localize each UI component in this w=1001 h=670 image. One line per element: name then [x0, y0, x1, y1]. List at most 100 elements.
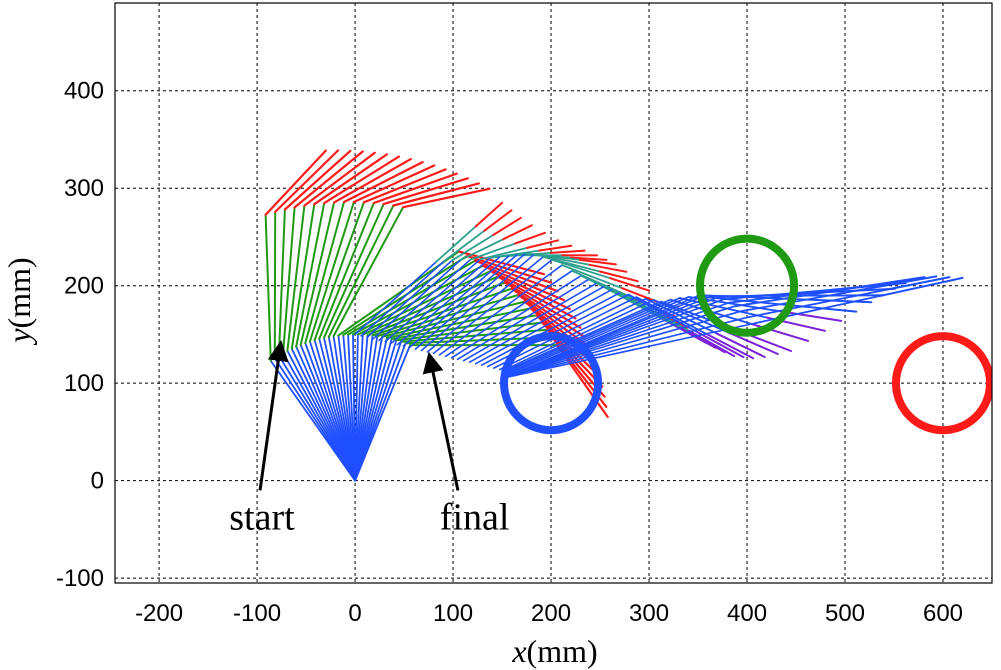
sweep-link-1	[360, 260, 445, 337]
sweep-link-2	[678, 297, 768, 319]
sweep-link-3	[474, 201, 504, 228]
sweep-link-2	[551, 258, 612, 280]
sweep-link-1	[480, 291, 622, 366]
sweep-link-1	[432, 258, 553, 355]
annotation-label: final	[440, 496, 510, 538]
arm-link-3	[465, 254, 553, 284]
annotation-arrow	[422, 351, 460, 491]
x-tick-label: -100	[233, 600, 281, 627]
arm-link-2	[327, 204, 395, 338]
arm-link-2	[277, 208, 286, 357]
sweep-link-2	[442, 229, 486, 263]
x-tick-label: -200	[135, 600, 183, 627]
sweep-link-3	[538, 244, 573, 252]
target-circle	[891, 332, 992, 435]
arm-link-3	[402, 187, 491, 209]
sweep-link-1	[402, 254, 511, 347]
sweep-link-1	[501, 297, 681, 377]
sweep-link-2	[739, 289, 859, 313]
sweep-link-1	[501, 322, 757, 380]
sweep-link-2	[459, 238, 505, 262]
sweep-link-2	[723, 288, 834, 301]
arm-link-2	[361, 275, 499, 336]
sweep-link-1	[390, 257, 492, 345]
y-tick-label: 400	[64, 78, 104, 105]
sweep-link-1	[414, 252, 527, 350]
sweep-link-1	[372, 259, 462, 340]
sweep-link-1	[501, 298, 725, 380]
sweep-link-1	[501, 296, 690, 378]
arm-link-3	[372, 172, 458, 205]
sweep-link-3	[803, 298, 873, 304]
sweep-link-3	[696, 331, 745, 359]
arm-link-2	[313, 201, 365, 342]
sweep-link-3	[526, 239, 560, 249]
arm-link-3	[274, 149, 340, 213]
sweep-link-2	[561, 264, 623, 290]
sweep-link-3	[598, 270, 639, 283]
x-tick-label: 0	[348, 600, 361, 627]
sweep-link-1	[438, 264, 563, 356]
y-tick-label: 0	[91, 468, 104, 495]
sweep-link-1	[366, 259, 453, 339]
arm-link-2	[282, 206, 296, 355]
sweep-link-2	[434, 225, 477, 264]
sweep-link-1	[384, 258, 482, 343]
annotations: start final	[229, 340, 510, 538]
target-circle	[695, 234, 799, 337]
sweep-link-3	[847, 276, 926, 290]
y-axis-title: y(mm)	[1, 257, 37, 345]
sweep-link-1	[396, 255, 502, 346]
sweep-link-2	[747, 292, 870, 319]
x-tick-label: 200	[531, 600, 571, 627]
y-tick-label: 300	[64, 175, 104, 202]
data-layer	[264, 149, 992, 482]
sweep-link-2	[450, 234, 495, 262]
sweep-link-3	[578, 258, 617, 266]
sweep-link-1	[492, 296, 638, 369]
sweep-link-1	[501, 316, 749, 380]
arm-link-2	[356, 270, 492, 336]
sweep-link-3	[514, 231, 546, 245]
x-tick-label: 400	[727, 600, 767, 627]
arm-link-3	[489, 270, 572, 311]
arm-link-2	[295, 202, 326, 348]
x-tick-label: 300	[629, 600, 669, 627]
arm-link-2	[318, 202, 375, 340]
sweep-link-1	[501, 298, 672, 375]
sweep-link-1	[354, 261, 437, 336]
sweep-link-3	[570, 256, 608, 261]
sweep-link-3	[549, 249, 586, 254]
sweep-link-3	[705, 332, 755, 360]
x-tick-label: 100	[433, 600, 473, 627]
sweep-link-1	[501, 305, 736, 380]
sweep-link-1	[426, 256, 544, 353]
sweep-link-1	[501, 310, 742, 380]
sweep-link-2	[469, 242, 517, 261]
y-tick-label: 100	[64, 370, 104, 397]
x-axis-unit: (mm)	[527, 633, 598, 669]
tick-labels: -200 -100 0 100 200 300 400 500 600 -100 0 100 200 30…	[56, 78, 963, 627]
arm-link-3	[392, 182, 480, 207]
sweep-link-1	[501, 299, 655, 372]
target-circle	[500, 332, 603, 435]
arm-link-3	[362, 168, 447, 204]
arm-link-3	[264, 149, 327, 216]
arm-link-3	[323, 155, 400, 205]
arm-link-3	[352, 164, 436, 204]
sweep-link-2	[479, 246, 528, 261]
sweep-link-1	[501, 300, 662, 374]
sweep-link-1	[474, 288, 614, 365]
sweep-link-1	[501, 301, 731, 380]
sweep-link-3	[502, 224, 533, 241]
sweep-link-1	[444, 269, 573, 358]
sweep-link-3	[867, 276, 951, 295]
arm-link-2	[323, 203, 385, 339]
annotation-arrow	[258, 340, 289, 491]
sweep-link-3	[716, 332, 766, 358]
arm-link-3	[303, 151, 376, 207]
sweep-link-1	[450, 274, 582, 359]
y-tick-label: -100	[56, 565, 104, 592]
sweep-link-3	[483, 209, 513, 232]
